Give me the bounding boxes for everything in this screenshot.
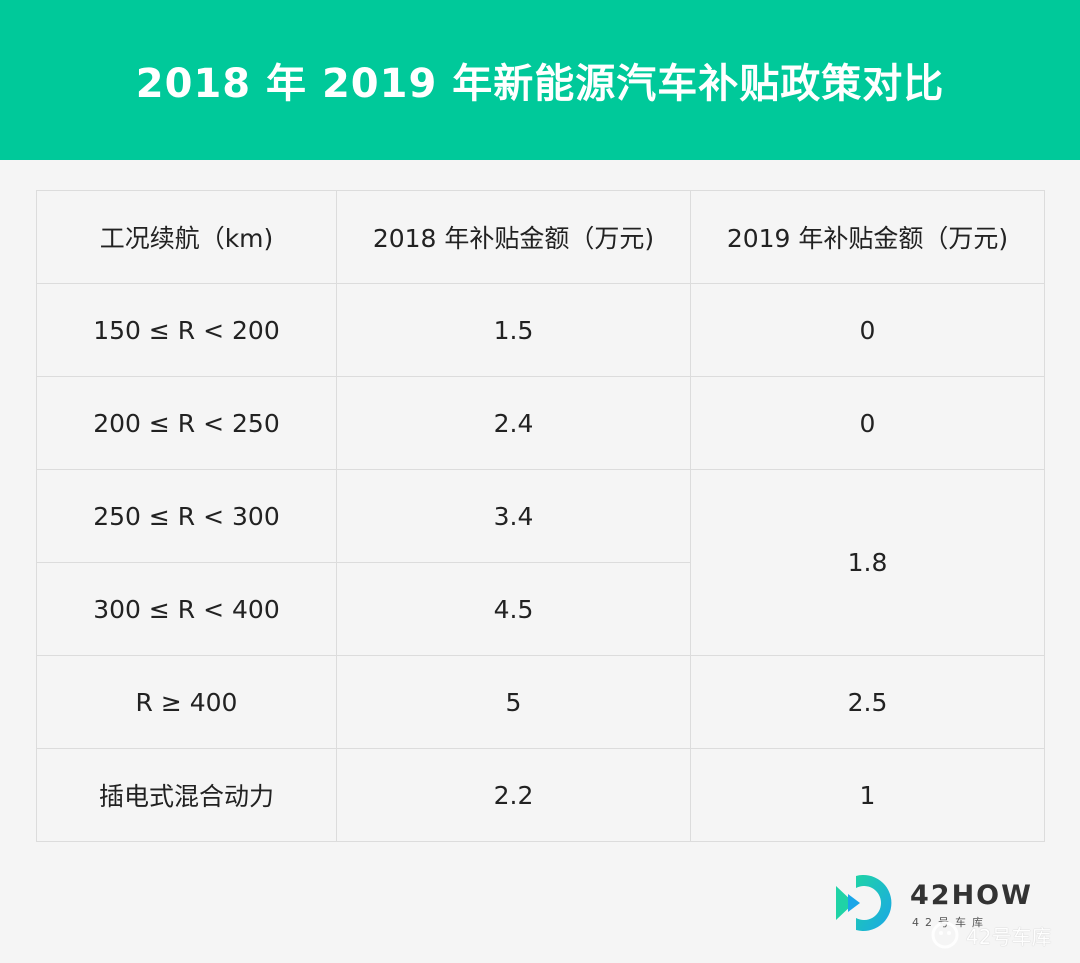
subsidy-2018-cell: 1.5 — [336, 283, 691, 377]
range-cell: 150 ≤ R < 200 — [36, 283, 337, 377]
header-2019-subsidy: 2019 年补贴金额（万元) — [690, 190, 1045, 284]
subsidy-2019-cell: 2.5 — [690, 655, 1045, 749]
subsidy-2019-merged-cell: 1.8 — [690, 469, 1045, 656]
range-cell: R ≥ 400 — [36, 655, 337, 749]
table-row: 150 ≤ R < 200 1.5 0 — [36, 283, 1045, 377]
watermark-text: 42号车库 — [966, 924, 1052, 949]
subsidy-2018-cell: 2.2 — [336, 748, 691, 842]
brand-name: 42HOW — [910, 880, 1033, 911]
subsidy-2018-cell: 2.4 — [336, 376, 691, 470]
title-banner: 2018 年 2019 年新能源汽车补贴政策对比 — [0, 0, 1080, 160]
table-row: 插电式混合动力 2.2 1 — [36, 748, 1045, 842]
table-header-row: 工况续航（km) 2018 年补贴金额（万元) 2019 年补贴金额（万元) — [36, 190, 1045, 284]
brand-mark-icon — [836, 875, 892, 931]
range-cell: 250 ≤ R < 300 — [36, 469, 337, 563]
subsidy-2019-cell: 1 — [690, 748, 1045, 842]
range-cell: 300 ≤ R < 400 — [36, 562, 337, 656]
table-row: 250 ≤ R < 300 3.4 1.8 — [36, 469, 1045, 656]
page-title: 2018 年 2019 年新能源汽车补贴政策对比 — [135, 61, 945, 107]
range-cell: 插电式混合动力 — [36, 748, 337, 842]
watermark: 42号车库 — [930, 918, 1051, 952]
table-row: R ≥ 400 5 2.5 — [36, 655, 1045, 749]
watermark-icon — [931, 921, 959, 949]
range-cell: 200 ≤ R < 250 — [36, 376, 337, 470]
subsidy-2019-cell: 0 — [690, 283, 1045, 377]
subsidy-2019-cell: 0 — [690, 376, 1045, 470]
subsidy-table: 工况续航（km) 2018 年补贴金额（万元) 2019 年补贴金额（万元) 1… — [36, 190, 1045, 842]
table-row: 200 ≤ R < 250 2.4 0 — [36, 376, 1045, 470]
subsidy-2018-cell: 5 — [336, 655, 691, 749]
subsidy-2018-cell: 4.5 — [336, 562, 691, 656]
header-range: 工况续航（km) — [36, 190, 337, 284]
subsidy-2018-cell: 3.4 — [336, 469, 691, 563]
brand-logo: 42HOW 42号车库 — [834, 872, 1044, 934]
table-row: 300 ≤ R < 400 4.5 — [36, 562, 1045, 656]
header-2018-subsidy: 2018 年补贴金额（万元) — [336, 190, 691, 284]
